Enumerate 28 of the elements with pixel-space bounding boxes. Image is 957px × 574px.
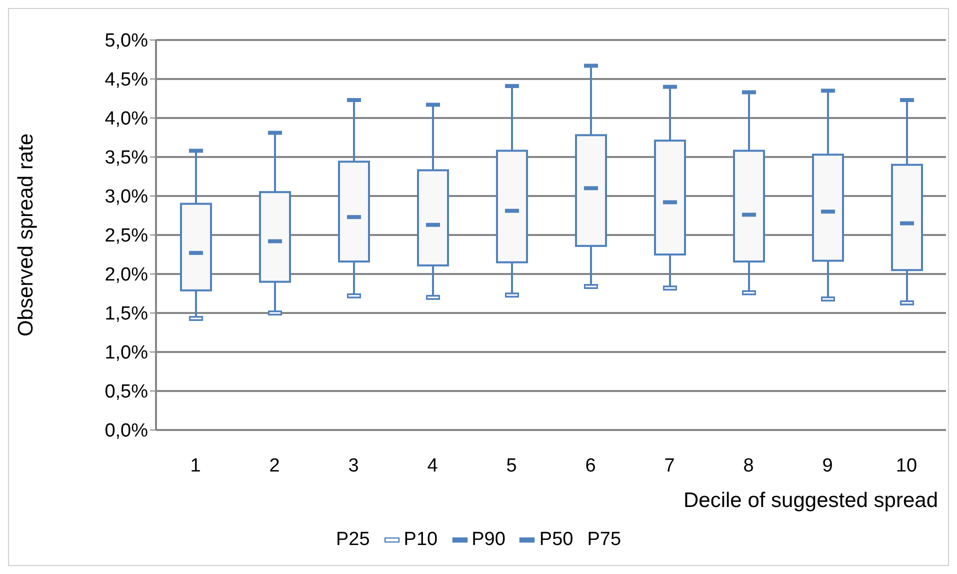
y-tick-label: 1,5% (104, 304, 148, 325)
x-tick-label: 9 (822, 455, 833, 476)
x-axis-title: Decile of suggested spread (684, 489, 938, 512)
text: P90 (472, 529, 506, 551)
text: P25 (336, 529, 370, 551)
y-tick-label: 0,0% (104, 420, 148, 442)
y-tick-label: 3,0% (104, 186, 148, 208)
y-tick-label: 5,0% (104, 30, 148, 52)
y-axis-title: Observed spread rate (14, 133, 38, 337)
text: P50 (539, 529, 574, 551)
text: P75 (587, 529, 622, 551)
x-tick-label: 7 (664, 455, 675, 476)
x-tick-label: 10 (896, 455, 918, 476)
y-tick-label: 2,0% (104, 264, 148, 286)
y-tick-label: 2,5% (104, 226, 148, 247)
x-tick-label: 1 (190, 455, 201, 476)
y-tick-label: 1,0% (104, 342, 148, 364)
text: P10 (404, 529, 438, 551)
x-tick-label: 6 (585, 455, 596, 476)
x-tick-label: 4 (427, 455, 438, 476)
x-tick-label: 8 (743, 455, 754, 476)
x-tick-label: 3 (348, 455, 359, 476)
y-tick-label: 0,5% (104, 382, 148, 403)
y-tick-label: 4,5% (104, 70, 148, 91)
y-tick-label: 3,5% (104, 148, 148, 169)
x-tick-label: 5 (506, 455, 517, 476)
y-tick-label: 4,0% (104, 108, 148, 130)
x-tick-label: 2 (269, 455, 280, 476)
